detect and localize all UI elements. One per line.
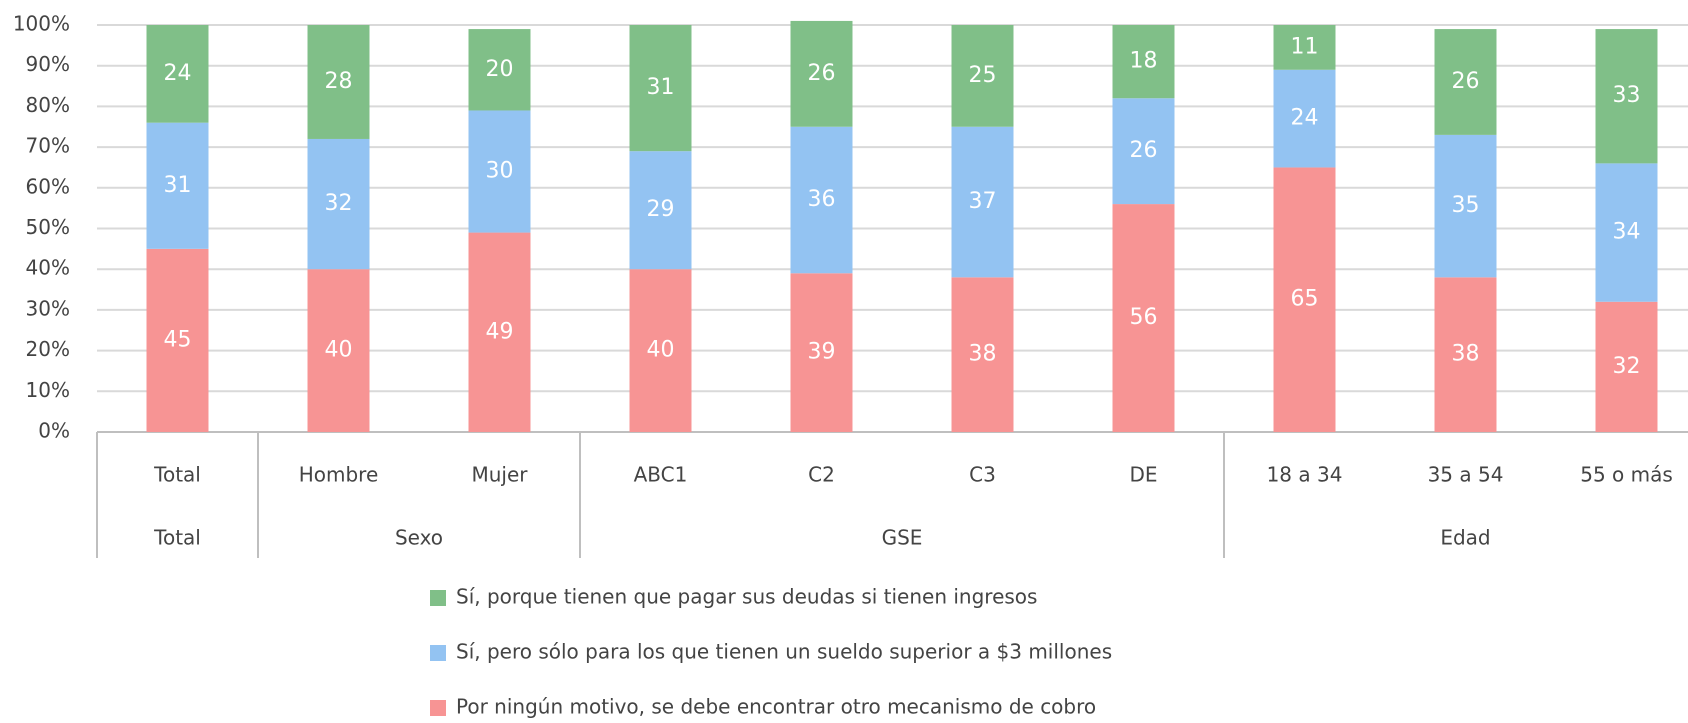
x-tick-label: 18 a 34 <box>1267 463 1343 487</box>
legend-swatch <box>430 700 446 716</box>
group-label: Total <box>153 526 201 550</box>
legend-label: Sí, pero sólo para los que tienen un sue… <box>456 640 1112 664</box>
bar-segment <box>146 25 209 123</box>
bar-segment <box>468 110 531 233</box>
y-tick-label: 30% <box>26 296 70 320</box>
bar-segment <box>307 138 370 270</box>
bar-segment <box>1434 134 1497 278</box>
bar-segment <box>629 25 692 152</box>
data-label: 38 <box>969 342 997 367</box>
bar-segment <box>468 29 531 111</box>
bar-segment <box>790 126 853 274</box>
data-label: 33 <box>1613 83 1641 108</box>
bar-segment <box>629 151 692 270</box>
y-tick-label: 60% <box>26 174 70 198</box>
data-label: 56 <box>1130 305 1158 330</box>
data-label: 35 <box>1452 193 1480 218</box>
bar-segment <box>790 20 853 127</box>
bar-segment <box>468 232 531 432</box>
bar-segment <box>146 122 209 249</box>
data-label: 26 <box>1130 138 1158 163</box>
data-label: 49 <box>486 319 514 344</box>
data-label: 28 <box>325 69 353 94</box>
data-label: 26 <box>808 61 836 86</box>
bar-segment <box>629 269 692 432</box>
data-label: 31 <box>647 75 675 100</box>
data-label: 40 <box>647 338 675 363</box>
data-label: 38 <box>1452 342 1480 367</box>
data-label: 20 <box>486 57 514 82</box>
data-label: 39 <box>808 340 836 365</box>
bar-segment <box>1595 29 1658 164</box>
y-tick-label: 0% <box>38 419 70 443</box>
bar-segment <box>1112 204 1175 432</box>
bar-segment <box>146 248 209 432</box>
bar-segment <box>1273 69 1336 168</box>
bar-segment <box>951 25 1014 127</box>
x-tick-label: DE <box>1129 463 1157 487</box>
data-label: 30 <box>486 159 514 184</box>
x-tick-label: ABC1 <box>634 463 688 487</box>
bar-segment <box>790 273 853 432</box>
data-label: 24 <box>164 61 192 86</box>
x-tick-label: Mujer <box>471 463 528 487</box>
group-label: Edad <box>1440 526 1490 550</box>
bar-segment <box>1273 167 1336 432</box>
bar-segment <box>1112 98 1175 205</box>
bar-segment <box>1595 301 1658 432</box>
bar-segment <box>1273 25 1336 70</box>
data-label: 65 <box>1291 287 1319 312</box>
data-label: 25 <box>969 63 997 88</box>
x-tick-label: 35 a 54 <box>1428 463 1504 487</box>
bar-segment <box>951 126 1014 278</box>
legend-swatch <box>430 590 446 606</box>
legend-swatch <box>430 645 446 661</box>
x-tick-label: Total <box>153 463 201 487</box>
bar-segment <box>1434 29 1497 135</box>
y-tick-label: 50% <box>26 215 70 239</box>
data-label: 45 <box>164 327 192 352</box>
y-tick-label: 90% <box>26 52 70 76</box>
data-label: 31 <box>164 173 192 198</box>
bar-segment <box>307 269 370 432</box>
data-label: 40 <box>325 338 353 363</box>
x-tick-label: C2 <box>808 463 835 487</box>
data-label: 34 <box>1613 220 1641 245</box>
x-tick-label: 55 o más <box>1580 463 1673 487</box>
data-label: 24 <box>1291 106 1319 131</box>
data-label: 29 <box>647 197 675 222</box>
y-tick-label: 20% <box>26 337 70 361</box>
data-label: 26 <box>1452 69 1480 94</box>
x-tick-label: C3 <box>969 463 996 487</box>
data-label: 32 <box>1613 354 1641 379</box>
group-label: GSE <box>882 526 923 550</box>
y-tick-label: 70% <box>26 134 70 158</box>
bar-segment <box>1595 163 1658 302</box>
bar-segment <box>1434 277 1497 432</box>
bar-segment <box>1112 25 1175 99</box>
y-tick-label: 40% <box>26 256 70 280</box>
group-label: Sexo <box>395 526 443 550</box>
data-label: 18 <box>1130 49 1158 74</box>
data-label: 37 <box>969 189 997 214</box>
y-tick-label: 10% <box>26 378 70 402</box>
legend-label: Por ningún motivo, se debe encontrar otr… <box>456 695 1096 719</box>
data-label: 11 <box>1291 34 1319 59</box>
data-label: 36 <box>808 187 836 212</box>
bar-segment <box>307 25 370 139</box>
y-tick-label: 80% <box>26 93 70 117</box>
bar-segment <box>951 277 1014 432</box>
data-label: 32 <box>325 191 353 216</box>
x-tick-label: Hombre <box>299 463 379 487</box>
y-tick-label: 100% <box>13 12 70 36</box>
legend-label: Sí, porque tienen que pagar sus deudas s… <box>456 585 1037 609</box>
